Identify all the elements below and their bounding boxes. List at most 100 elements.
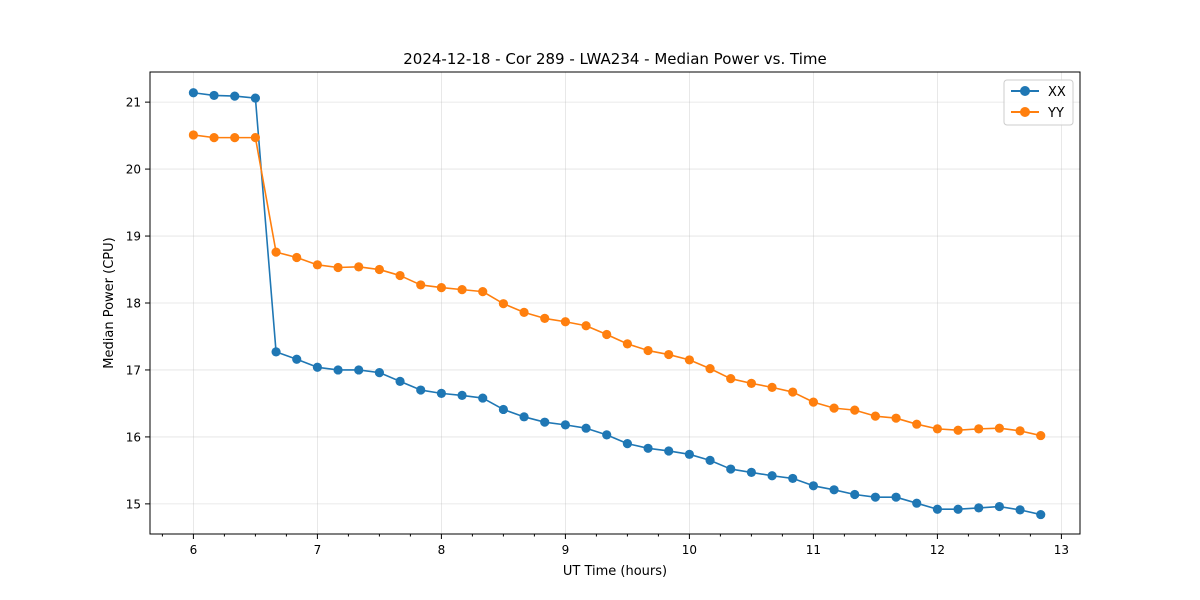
- data-point-xx: [788, 473, 798, 484]
- data-point-yy: [354, 262, 364, 272]
- data-point-xx: [560, 420, 571, 430]
- data-point-yy: [519, 307, 529, 317]
- data-point-yy: [395, 270, 405, 281]
- x-axis-label: UT Time (hours): [563, 564, 667, 579]
- x-tick-label: 9: [562, 543, 570, 557]
- data-point-yy: [250, 133, 260, 143]
- data-point-xx: [395, 376, 405, 386]
- data-point-yy: [333, 262, 343, 273]
- data-point-yy: [312, 260, 322, 270]
- data-point-xx: [498, 404, 508, 415]
- data-point-yy: [664, 349, 674, 360]
- data-point-xx: [436, 388, 446, 398]
- data-point-yy: [850, 405, 860, 415]
- data-point-xx: [602, 430, 612, 440]
- data-point-yy: [188, 130, 198, 140]
- data-point-yy: [416, 280, 426, 290]
- x-tick-label: 12: [930, 543, 945, 557]
- grid: [150, 72, 1080, 534]
- data-point-yy: [560, 317, 571, 327]
- data-point-xx: [726, 464, 736, 474]
- data-point-xx: [705, 455, 715, 465]
- data-point-yy: [436, 283, 446, 293]
- data-point-xx: [354, 365, 364, 375]
- x-tick-label: 8: [438, 543, 446, 557]
- y-axis-label: Median Power (CPU): [102, 237, 117, 368]
- series-yy: [188, 130, 1046, 441]
- data-point-xx: [850, 489, 860, 500]
- data-point-xx: [188, 88, 198, 98]
- legend-marker-yy: [1020, 107, 1030, 117]
- y-tick-label: 21: [126, 96, 141, 110]
- data-point-yy: [953, 425, 963, 435]
- data-point-xx: [870, 492, 881, 502]
- data-point-xx: [1015, 505, 1025, 515]
- data-point-yy: [581, 321, 591, 331]
- data-point-xx: [374, 368, 384, 378]
- data-point-xx: [292, 354, 302, 364]
- data-point-xx: [746, 467, 757, 477]
- x-tick-label: 7: [314, 543, 322, 557]
- y-tick-label: 17: [126, 363, 141, 377]
- legend: XX YY: [1003, 79, 1074, 126]
- legend-label-xx: XX: [1048, 85, 1066, 100]
- data-point-yy: [230, 133, 240, 143]
- data-point-xx: [953, 504, 963, 514]
- y-axis-ticks: 15 16 17 18 19 20 21: [126, 96, 150, 511]
- data-point-xx: [416, 385, 426, 395]
- data-point-xx: [891, 492, 901, 502]
- data-point-xx: [230, 91, 240, 101]
- data-point-yy: [292, 252, 302, 263]
- data-point-yy: [726, 374, 736, 384]
- legend-label-yy: YY: [1047, 106, 1064, 121]
- data-point-yy: [209, 133, 219, 143]
- data-point-xx: [457, 390, 467, 400]
- data-point-xx: [250, 93, 260, 103]
- series-xx: [188, 88, 1046, 520]
- chart-title: 2024-12-18 - Cor 289 - LWA234 - Median P…: [403, 50, 827, 68]
- data-point-xx: [912, 498, 922, 508]
- series-line-xx: [193, 91, 1041, 516]
- data-point-xx: [271, 347, 281, 357]
- data-point-yy: [643, 345, 653, 356]
- y-tick-label: 16: [126, 430, 141, 444]
- data-point-xx: [209, 90, 219, 101]
- data-point-yy: [932, 424, 943, 434]
- x-tick-label: 6: [190, 543, 198, 557]
- y-tick-label: 15: [126, 497, 141, 511]
- data-point-yy: [705, 364, 715, 374]
- data-point-xx: [540, 417, 550, 427]
- data-point-yy: [498, 299, 508, 309]
- data-point-xx: [808, 481, 819, 491]
- data-point-yy: [746, 378, 757, 388]
- x-tick-label: 11: [806, 543, 821, 557]
- data-point-yy: [829, 403, 839, 413]
- x-tick-label: 10: [682, 543, 697, 557]
- data-point-yy: [478, 287, 488, 297]
- data-point-xx: [581, 423, 591, 433]
- data-point-yy: [1036, 430, 1046, 441]
- data-point-xx: [664, 446, 674, 456]
- data-point-yy: [1015, 426, 1025, 436]
- y-tick-label: 20: [126, 163, 141, 177]
- data-point-yy: [808, 397, 819, 407]
- legend-marker-xx: [1020, 86, 1030, 96]
- y-tick-label: 18: [126, 297, 141, 311]
- plot-series: [188, 88, 1046, 520]
- data-point-yy: [994, 423, 1005, 433]
- data-point-xx: [519, 412, 529, 422]
- data-point-yy: [457, 285, 467, 295]
- x-tick-label: 13: [1054, 543, 1069, 557]
- data-point-xx: [622, 439, 633, 449]
- data-point-yy: [684, 355, 695, 365]
- data-point-xx: [932, 504, 943, 514]
- data-point-xx: [829, 485, 839, 495]
- data-point-yy: [912, 419, 922, 429]
- data-point-yy: [788, 387, 798, 397]
- data-point-yy: [602, 329, 612, 340]
- data-point-yy: [622, 339, 633, 349]
- data-point-xx: [643, 443, 653, 453]
- data-point-yy: [271, 247, 281, 257]
- data-point-xx: [974, 503, 984, 513]
